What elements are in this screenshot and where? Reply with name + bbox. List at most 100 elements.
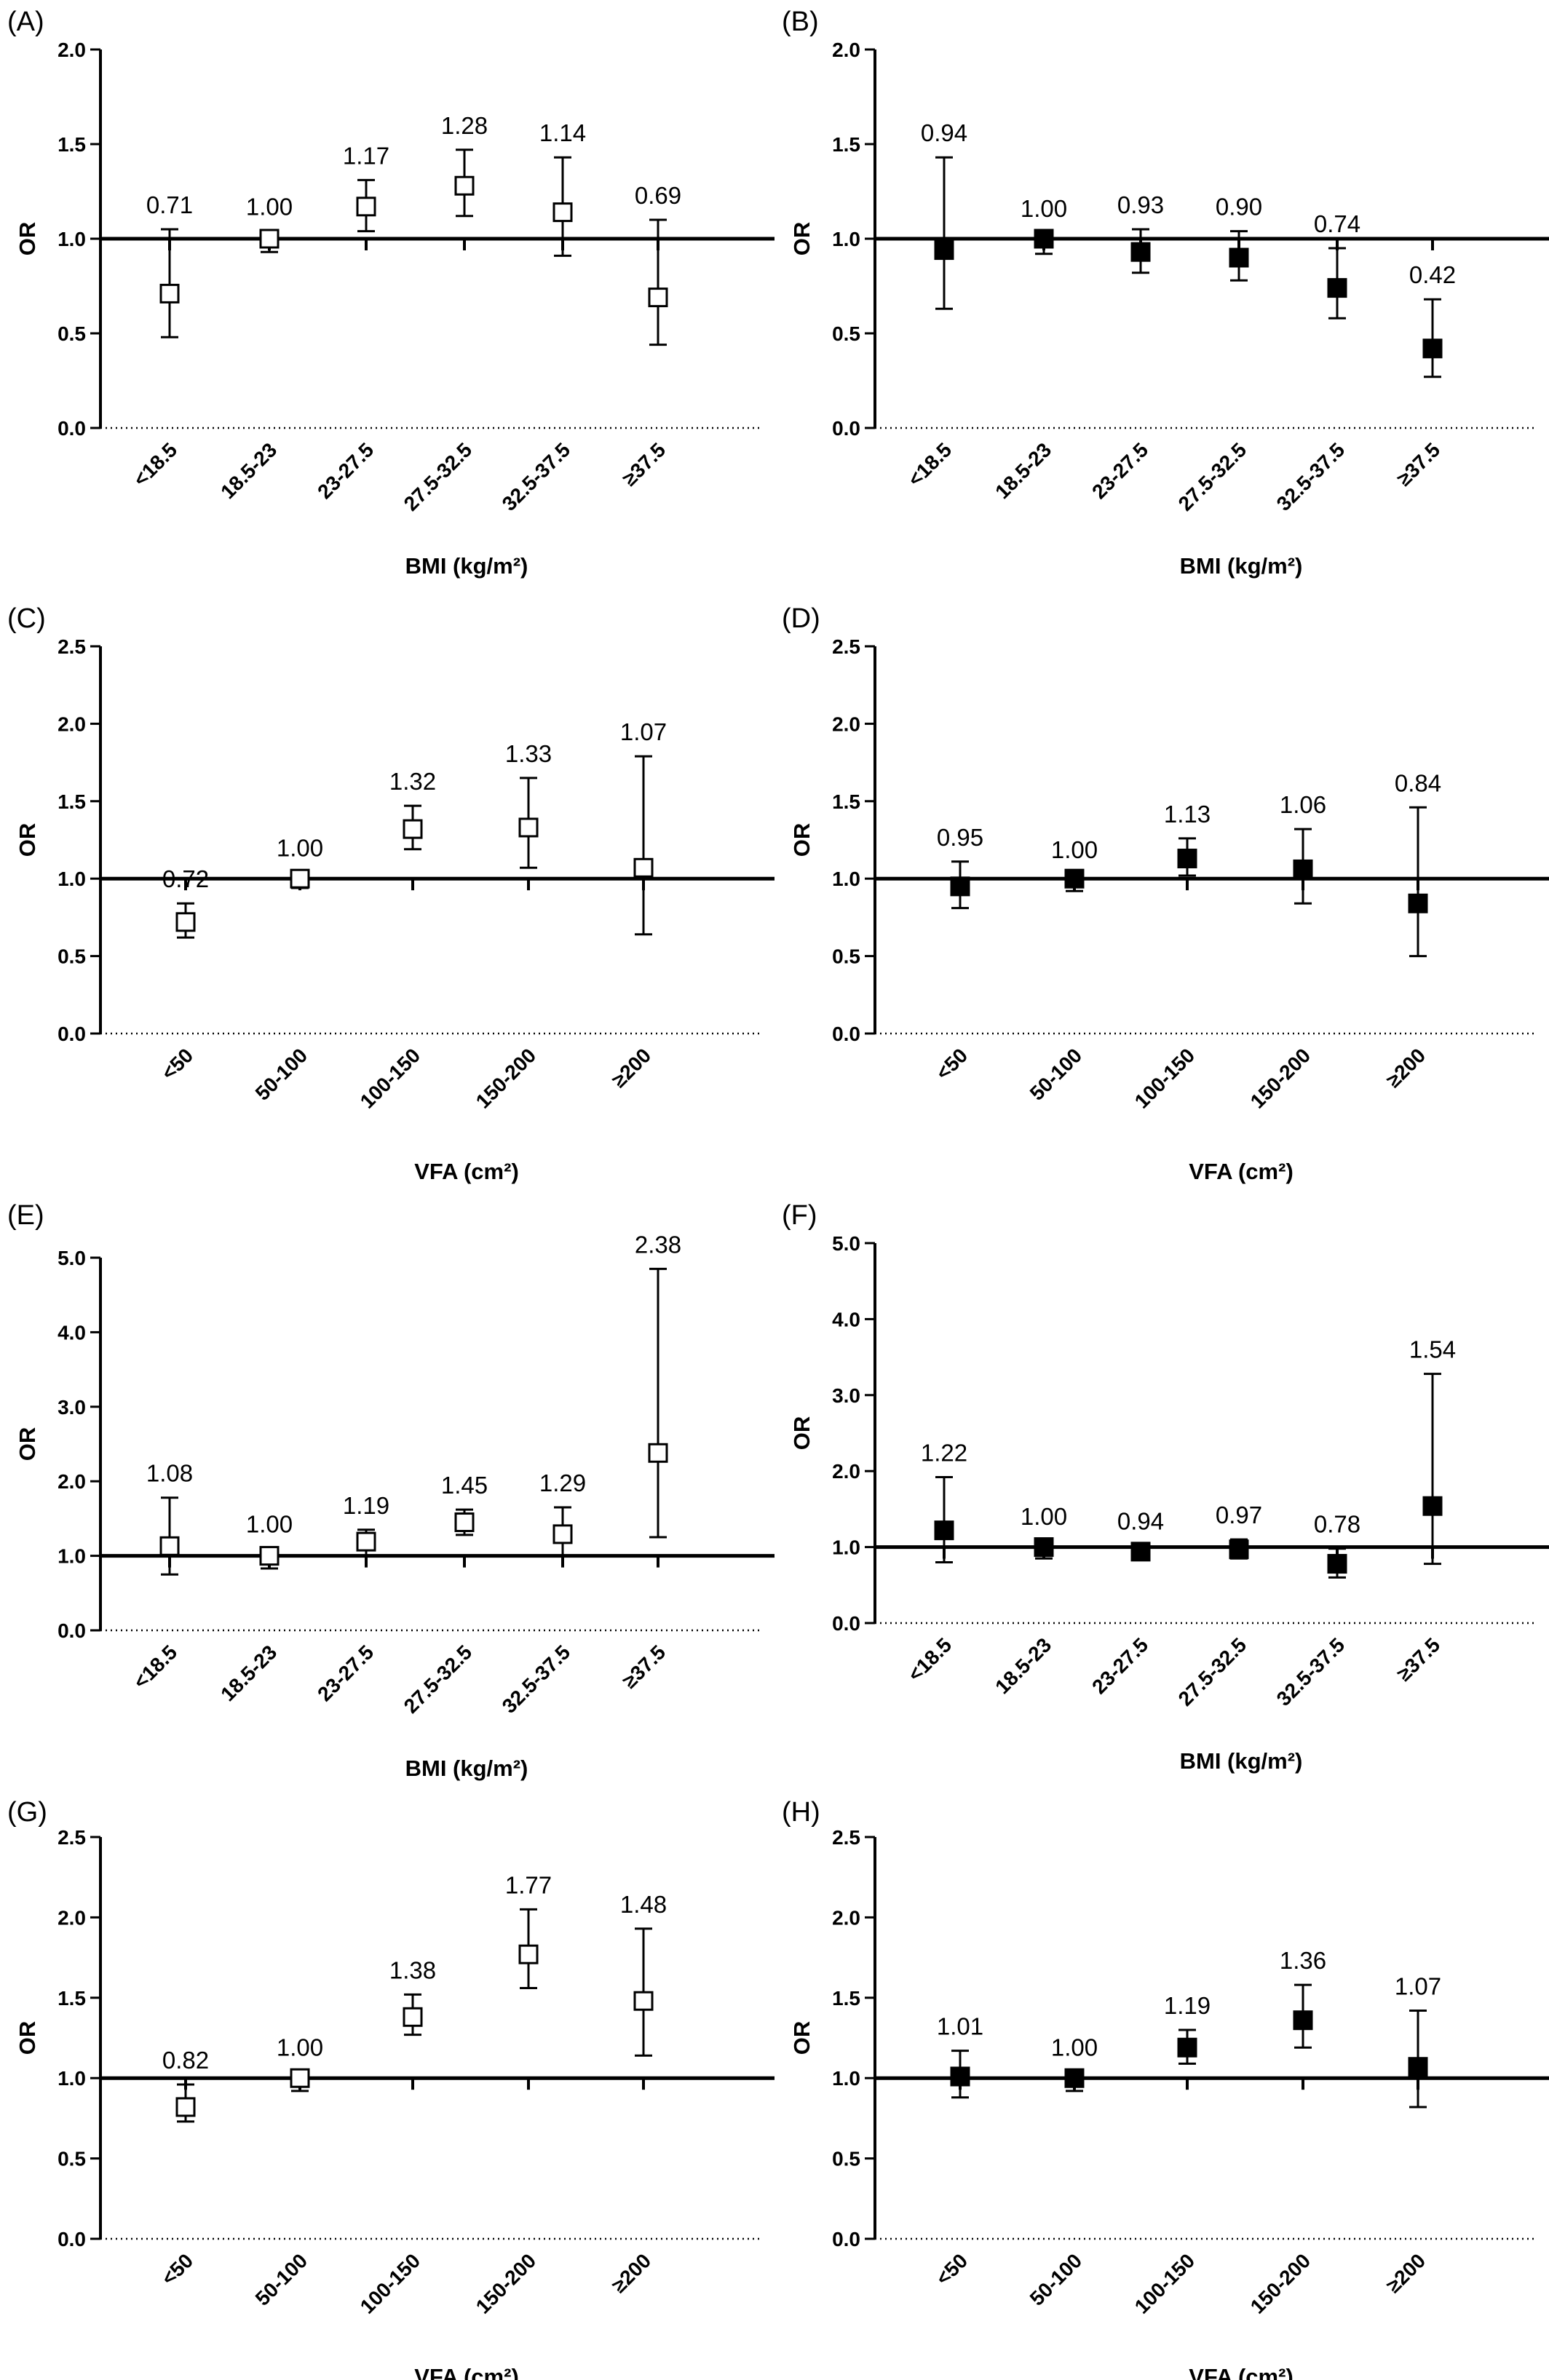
data-label: 1.00 [1021, 195, 1067, 222]
x-tick-label: ≥200 [607, 1044, 655, 1092]
y-tick-label: 0.5 [58, 945, 86, 968]
x-axis-title: BMI (kg/m²) [1180, 1748, 1303, 1774]
y-tick-label: 4.0 [832, 1308, 860, 1330]
open-square-point [159, 283, 180, 304]
chart-svg-e: (E) 0.0 1.0 2.0 3.0 4.0 5.0 OR <18.5 18.5-23 23-27… [7, 1200, 774, 1781]
y-tick-label: 1.0 [58, 1545, 86, 1568]
y-tick-label: 2.5 [58, 1826, 86, 1849]
y-tick-label: 2.0 [832, 1906, 860, 1929]
data-label: 1.36 [1280, 1947, 1326, 1974]
chart-panel-g: (G) 0.0 0.5 1.0 1.5 2.0 2.5 OR <50 50-100 100-150 1… [0, 1790, 774, 2380]
y-tick-label: 5.0 [832, 1232, 860, 1255]
chart-svg-b: (B) 0.0 0.5 1.0 1.5 2.0 OR <18.5 18.5-23 23-27.5 2… [782, 7, 1549, 579]
filled-square-point [1177, 849, 1197, 869]
x-axis-title: BMI (kg/m²) [1180, 553, 1303, 579]
data-label: 0.71 [146, 191, 193, 218]
x-axis-title: VFA (cm²) [414, 1159, 519, 1184]
open-square-point [403, 819, 423, 839]
open-square-point [175, 2097, 196, 2117]
data-label: 1.00 [277, 835, 323, 862]
y-axis-title: OR [15, 222, 40, 256]
data-label: 1.00 [1021, 1503, 1067, 1530]
open-square-point [259, 1546, 280, 1566]
data-label: 0.84 [1395, 769, 1441, 796]
x-tick-label: <18.5 [903, 1633, 956, 1686]
filled-square-point [1422, 338, 1443, 359]
panel-label-e: (E) [7, 1200, 44, 1231]
filled-square-point [1229, 1539, 1249, 1560]
y-axis-title: OR [789, 823, 815, 857]
x-tick-label: 50-100 [251, 1044, 312, 1105]
y-tick-label: 1.5 [832, 790, 860, 813]
open-square-point [633, 1991, 654, 2011]
x-tick-label: <18.5 [903, 438, 956, 491]
y-axis-title: OR [15, 1427, 40, 1461]
x-tick-label: 23-27.5 [313, 438, 378, 503]
y-tick-label: 0.0 [58, 1023, 86, 1045]
y-tick-label: 1.5 [832, 133, 860, 156]
y-tick-label: 1.0 [58, 868, 86, 890]
y-tick-label: 1.5 [832, 1987, 860, 2010]
x-tick-label: ≥200 [1382, 2249, 1430, 2297]
data-label: 0.90 [1216, 194, 1262, 221]
open-square-point [290, 2068, 310, 2088]
x-tick-label: 150-200 [472, 1044, 541, 1113]
y-tick-label: 2.0 [832, 713, 860, 735]
open-square-point [356, 1531, 376, 1552]
x-tick-label: <50 [157, 1044, 198, 1084]
x-tick-label: ≥37.5 [618, 438, 670, 490]
y-tick-label: 1.0 [832, 228, 860, 250]
x-tick-label: <50 [932, 2249, 972, 2290]
x-tick-label: 150-200 [1246, 1044, 1315, 1113]
x-tick-label: 150-200 [472, 2249, 541, 2318]
x-axis-title: VFA (cm²) [414, 2364, 519, 2380]
filled-square-point [1034, 1537, 1054, 1558]
y-tick-label: 0.0 [832, 1023, 860, 1045]
filled-square-point [1327, 278, 1347, 298]
y-axis-title: OR [15, 2021, 40, 2055]
open-square-point [175, 912, 196, 932]
filled-square-point [1064, 2068, 1085, 2088]
open-square-point [633, 857, 654, 878]
y-tick-label: 2.0 [58, 1470, 86, 1493]
data-label: 1.22 [921, 1440, 967, 1467]
y-tick-label: 0.0 [832, 1612, 860, 1635]
data-label: 1.08 [146, 1460, 193, 1487]
filled-square-point [1064, 868, 1085, 889]
y-tick-label: 5.0 [58, 1247, 86, 1269]
chart-svg-c: (C) 0.0 0.5 1.0 1.5 2.0 2.5 OR <50 50-100 100-150 1… [7, 603, 774, 1184]
chart-svg-g: (G) 0.0 0.5 1.0 1.5 2.0 2.5 OR <50 50-100 100-150 1… [7, 1797, 774, 2380]
filled-square-point [1229, 247, 1249, 268]
data-label: 0.94 [1117, 1508, 1164, 1535]
y-tick-label: 0.5 [832, 322, 860, 345]
y-axis-title: OR [15, 823, 40, 857]
x-tick-label: 150-200 [1246, 2249, 1315, 2318]
x-tick-label: 50-100 [1026, 2249, 1087, 2310]
y-tick-label: 2.0 [58, 1906, 86, 1929]
x-tick-label: <50 [157, 2249, 198, 2290]
x-tick-label: 32.5-37.5 [498, 1641, 575, 1718]
x-tick-label: 32.5-37.5 [1272, 1633, 1350, 1710]
x-tick-label: 18.5-23 [216, 438, 281, 503]
y-tick-label: 1.0 [832, 1536, 860, 1559]
chart-panel-a: (A) 0.0 0.5 1.0 1.5 2.0 OR <18.5 18.5-23 23-27.5 2… [0, 0, 774, 597]
y-axis-title: OR [789, 222, 815, 256]
y-tick-label: 1.0 [832, 2067, 860, 2090]
open-square-point [552, 202, 573, 223]
data-label: 1.54 [1409, 1336, 1456, 1363]
x-tick-label: 50-100 [1026, 1044, 1087, 1105]
y-axis-title: OR [789, 1416, 815, 1451]
data-label: 1.29 [539, 1469, 586, 1496]
chart-panel-d: (D) 0.0 0.5 1.0 1.5 2.0 2.5 OR <50 50-100 100-150 1… [774, 597, 1549, 1194]
y-tick-label: 1.0 [58, 228, 86, 250]
filled-square-point [934, 240, 954, 261]
data-label: 1.01 [937, 2013, 983, 2040]
x-tick-label: 18.5-23 [991, 438, 1055, 503]
x-tick-label: 100-150 [1130, 2249, 1200, 2318]
y-tick-label: 2.5 [832, 1826, 860, 1849]
filled-square-point [950, 876, 970, 897]
y-tick-label: 0.0 [832, 2228, 860, 2250]
panel-label-a: (A) [7, 7, 44, 37]
data-label: 2.38 [635, 1231, 681, 1258]
y-tick-label: 1.5 [58, 1987, 86, 2010]
